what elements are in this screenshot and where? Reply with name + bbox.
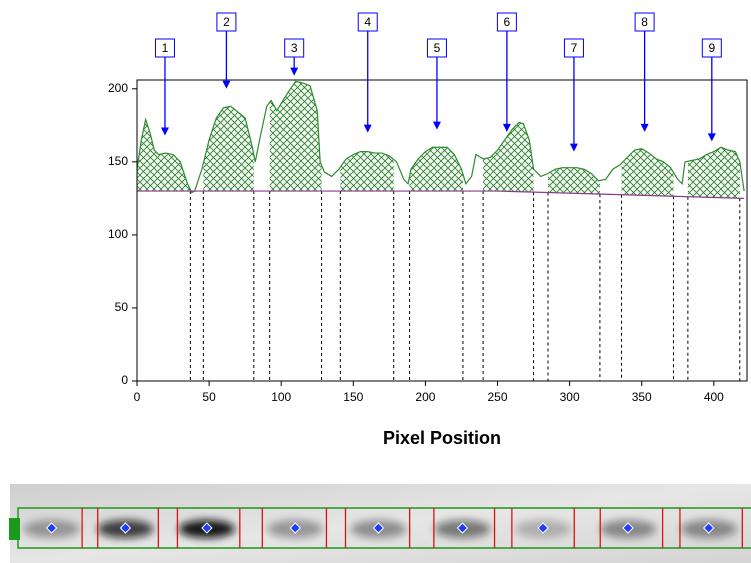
- peak-arrowhead: [290, 68, 298, 76]
- peak-arrowhead: [364, 125, 372, 133]
- peak-arrowhead: [570, 144, 578, 152]
- peak-arrowhead: [503, 124, 511, 132]
- peak-label: 9: [708, 41, 715, 55]
- peak-label: 1: [162, 41, 169, 55]
- peak-label: 2: [223, 15, 230, 29]
- peak-label: 5: [434, 41, 441, 55]
- x-tick-label: 350: [632, 390, 652, 404]
- peak-arrowhead: [222, 81, 230, 89]
- peak-arrowhead: [641, 124, 649, 132]
- y-tick-label: 150: [108, 154, 128, 168]
- peak-label: 4: [364, 15, 371, 29]
- peak-label: 8: [641, 15, 648, 29]
- x-tick-label: 200: [415, 390, 435, 404]
- y-tick-label: 200: [108, 81, 128, 95]
- y-tick-label: 0: [121, 373, 128, 387]
- x-tick-label: 0: [134, 390, 141, 404]
- peak-arrowhead: [433, 122, 441, 130]
- peak-arrowhead: [708, 133, 716, 141]
- x-tick-label: 400: [704, 390, 724, 404]
- x-tick-label: 150: [343, 390, 363, 404]
- page: {"chart_data": { "type": "area", "x_labe…: [0, 0, 751, 563]
- y-tick-label: 100: [108, 227, 128, 241]
- x-tick-label: 100: [271, 390, 291, 404]
- peak-label: 3: [291, 41, 298, 55]
- lane-handle[interactable]: [9, 518, 20, 540]
- peak-arrowhead: [161, 128, 169, 136]
- x-tick-label: 250: [488, 390, 508, 404]
- peak-label: 6: [504, 15, 511, 29]
- y-tick-label: 50: [115, 300, 129, 314]
- peak-area: [410, 147, 463, 191]
- x-axis-title: Pixel Position: [383, 428, 501, 448]
- peak-area: [548, 168, 600, 194]
- densitometry-view: Pixel Position 0 50 100 150 200 0 50 100 150 200 2…: [0, 0, 751, 563]
- x-tick-label: 300: [560, 390, 580, 404]
- peak-label: 7: [571, 41, 578, 55]
- peak-area: [688, 147, 740, 198]
- peak-area: [203, 106, 253, 191]
- x-tick-label: 50: [202, 390, 216, 404]
